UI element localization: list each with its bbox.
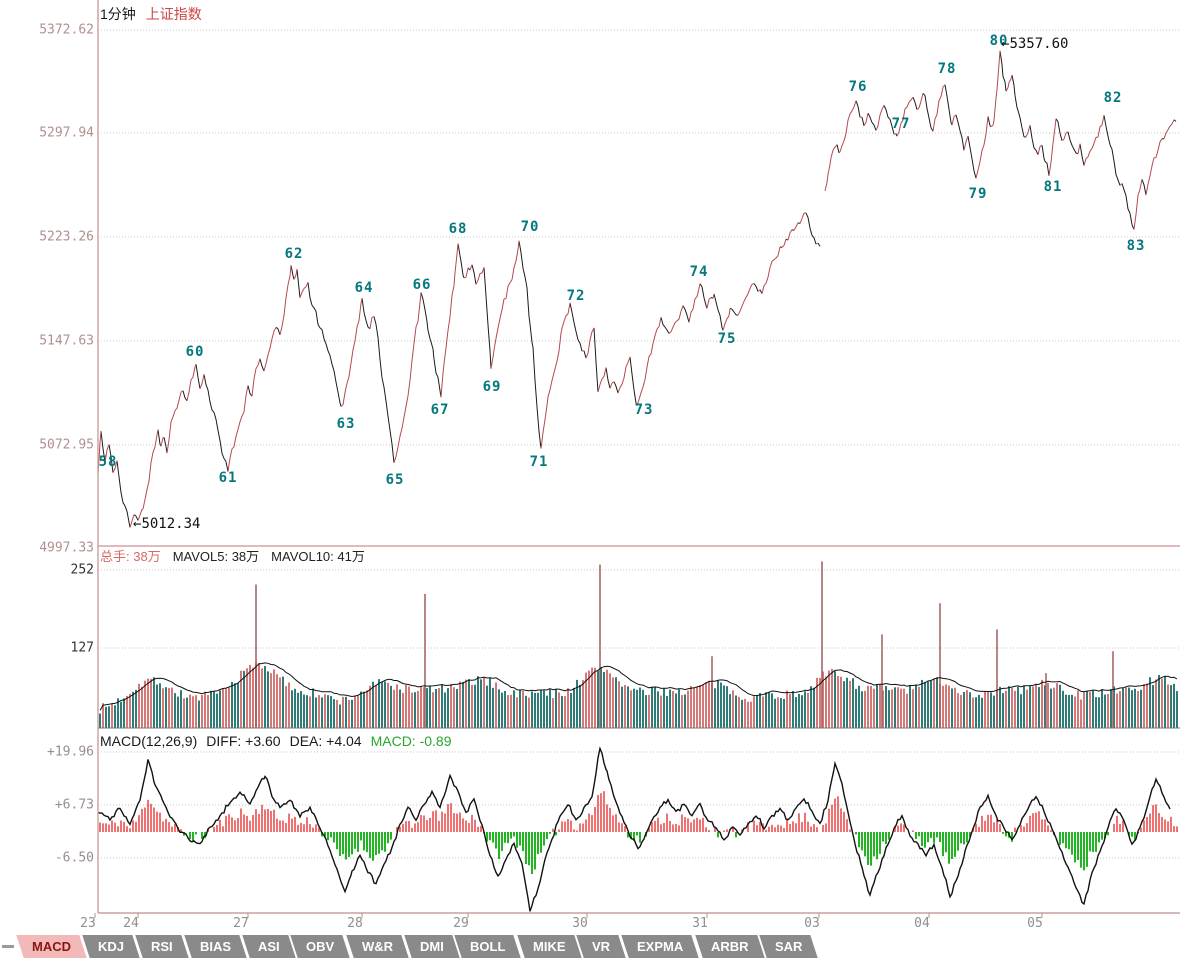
tab-mike[interactable]: MIKE bbox=[517, 935, 582, 958]
tab-label: ASI bbox=[257, 939, 280, 954]
tab-label: RSI bbox=[151, 939, 173, 954]
wave-count-label: 58 bbox=[98, 454, 118, 470]
wave-count-label: 83 bbox=[1126, 238, 1146, 254]
tab-vr[interactable]: VR bbox=[576, 935, 627, 958]
price-axis-tick: 4997.33 bbox=[39, 540, 94, 556]
volume-header: 总手: 38万 MAVOL5: 38万 MAVOL10: 41万 bbox=[100, 546, 377, 565]
macd-header: MACD(12,26,9) DIFF: +3.60 DEA: +4.04 MACD: … bbox=[100, 733, 461, 749]
tab-kdj[interactable]: KDJ bbox=[82, 935, 140, 958]
wave-count-label: 63 bbox=[336, 416, 356, 432]
tab-label: W&R bbox=[361, 939, 393, 954]
wave-count-label: 80 bbox=[989, 33, 1009, 49]
tab-label: DMI bbox=[419, 939, 444, 954]
date-label: 24 bbox=[123, 916, 139, 931]
date-label: 23 bbox=[80, 916, 96, 931]
macd-formula-label: MACD(12,26,9) bbox=[100, 733, 198, 749]
tab-arbr[interactable]: ARBR bbox=[694, 935, 764, 958]
tab-label: BOLL bbox=[470, 939, 506, 954]
date-label: 28 bbox=[347, 916, 363, 931]
date-label: 03 bbox=[804, 916, 820, 931]
macd-value-label: MACD: -0.89 bbox=[370, 733, 452, 749]
tab-dmi[interactable]: DMI bbox=[403, 935, 460, 958]
tab-bias[interactable]: BIAS bbox=[183, 935, 247, 958]
volume-axis-tick: 252 bbox=[70, 562, 94, 578]
macd-axis-tick: +6.73 bbox=[54, 797, 94, 813]
volume-total-label: 总手: 38万 bbox=[100, 549, 161, 564]
volume-axis-tick: 127 bbox=[70, 640, 94, 656]
wave-count-label: 67 bbox=[430, 402, 450, 418]
price-axis-tick: 5223.26 bbox=[39, 229, 94, 245]
tab-label: VR bbox=[592, 939, 611, 954]
macd-axis-tick: -6.50 bbox=[54, 850, 94, 866]
date-label: 05 bbox=[1027, 916, 1043, 931]
high-price-value: 5357.60 bbox=[1009, 36, 1069, 52]
tab-obv[interactable]: OBV bbox=[290, 935, 351, 958]
left-arrow-icon: ← bbox=[1001, 36, 1010, 52]
tab-label: BIAS bbox=[199, 939, 231, 954]
wave-count-label: 68 bbox=[448, 221, 468, 237]
tab-sar[interactable]: SAR bbox=[759, 935, 819, 958]
tab-label: MIKE bbox=[532, 939, 566, 954]
tab-scroll-left-icon[interactable] bbox=[2, 945, 14, 948]
wave-count-label: 75 bbox=[717, 331, 737, 347]
wave-count-label: 61 bbox=[218, 470, 238, 486]
wave-count-label: 71 bbox=[529, 454, 549, 470]
tab-label: ARBR bbox=[710, 939, 749, 954]
wave-count-label: 76 bbox=[848, 79, 868, 95]
wave-count-label: 65 bbox=[385, 472, 405, 488]
macd-dea-label: DEA: +4.04 bbox=[289, 733, 362, 749]
macd-axis-tick: +19.96 bbox=[47, 744, 94, 760]
tab-label: MACD bbox=[32, 939, 71, 954]
tab-asi[interactable]: ASI bbox=[242, 935, 296, 958]
indicator-tabs: MACD KDJ RSI BIAS ASI OBV W&R DMI BOLL MIKE VR EXPM… bbox=[16, 935, 819, 958]
tab-label: SAR bbox=[775, 939, 803, 954]
chart-title-bar: 1分钟 上证指数 bbox=[100, 4, 202, 24]
indicator-tab-bar: MACD KDJ RSI BIAS ASI OBV W&R DMI BOLL MIKE VR EXPM… bbox=[0, 934, 1180, 959]
wave-count-label: 69 bbox=[482, 379, 502, 395]
wave-count-label: 74 bbox=[689, 264, 709, 280]
volume-mavol5-label: MAVOL5: 38万 bbox=[172, 549, 260, 564]
wave-count-label: 64 bbox=[354, 280, 374, 296]
date-label: 31 bbox=[692, 916, 708, 931]
price-axis-tick: 5372.62 bbox=[39, 22, 94, 38]
left-arrow-icon: ← bbox=[133, 516, 142, 532]
volume-mavol10-label: MAVOL10: 41万 bbox=[271, 549, 365, 564]
wave-count-label: 72 bbox=[566, 288, 586, 304]
wave-count-label: 81 bbox=[1043, 179, 1063, 195]
low-price-value: 5012.34 bbox=[141, 516, 201, 532]
date-label: 29 bbox=[453, 916, 469, 931]
tab-boll[interactable]: BOLL bbox=[454, 935, 522, 958]
tab-label: EXPMA bbox=[637, 939, 684, 954]
wave-count-label: 77 bbox=[891, 116, 911, 132]
tab-wr[interactable]: W&R bbox=[345, 935, 409, 958]
wave-count-label: 66 bbox=[412, 277, 432, 293]
tab-expma[interactable]: EXPMA bbox=[621, 935, 700, 958]
date-label: 04 bbox=[914, 916, 930, 931]
price-axis-tick: 5147.63 bbox=[39, 333, 94, 349]
wave-count-label: 70 bbox=[520, 219, 540, 235]
tab-label: OBV bbox=[306, 939, 335, 954]
date-label: 30 bbox=[572, 916, 588, 931]
date-label: 27 bbox=[233, 916, 249, 931]
wave-count-label: 73 bbox=[634, 402, 654, 418]
low-price-annotation: ←5012.34 bbox=[133, 516, 200, 532]
wave-count-label: 62 bbox=[284, 246, 304, 262]
wave-count-label: 78 bbox=[937, 61, 957, 77]
macd-diff-label: DIFF: +3.60 bbox=[206, 733, 281, 749]
tab-label: KDJ bbox=[98, 939, 125, 954]
wave-count-label: 82 bbox=[1103, 90, 1123, 106]
tab-macd[interactable]: MACD bbox=[16, 935, 87, 958]
tab-rsi[interactable]: RSI bbox=[135, 935, 189, 958]
price-axis-tick: 5072.95 bbox=[39, 437, 94, 453]
symbol-label: 上证指数 bbox=[145, 6, 202, 22]
high-price-annotation: ←5357.60 bbox=[1001, 36, 1068, 52]
wave-count-label: 79 bbox=[968, 186, 988, 202]
wave-count-label: 60 bbox=[185, 344, 205, 360]
period-label: 1分钟 bbox=[100, 6, 136, 22]
price-axis-tick: 5297.94 bbox=[39, 125, 94, 141]
